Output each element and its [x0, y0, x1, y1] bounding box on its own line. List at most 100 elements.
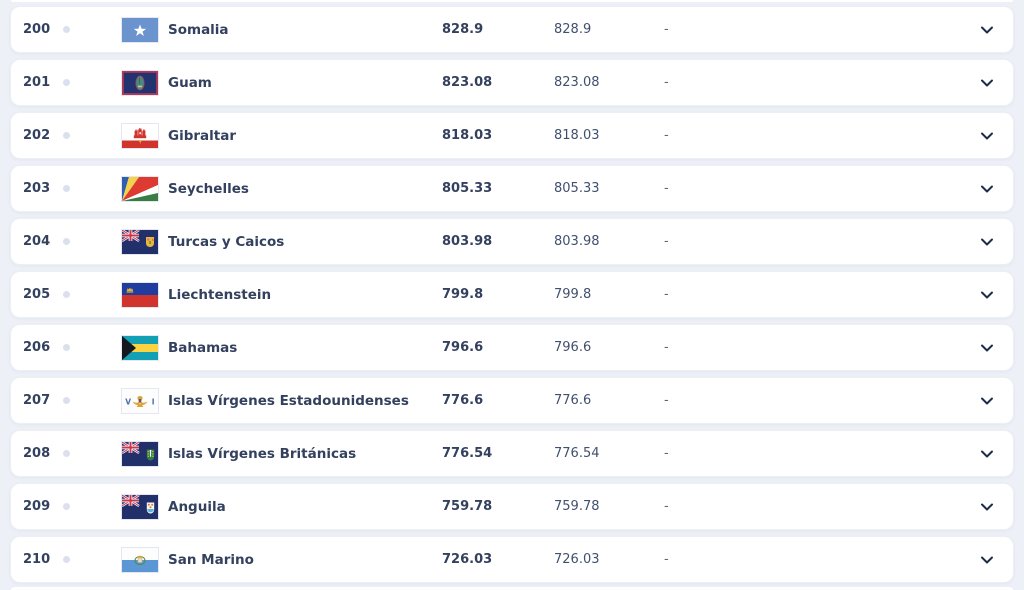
- country-name[interactable]: Islas Vírgenes Británicas: [168, 445, 357, 462]
- rank-change-dot: [63, 397, 70, 404]
- country-flag-icon-bahamas: [121, 334, 159, 361]
- ranking-row[interactable]: 202 Gibraltar 818.03 818.03 -: [10, 112, 1014, 159]
- country-flag-icon-turcas-y-caicos: [121, 228, 159, 255]
- value-primary: 776.6: [442, 393, 484, 408]
- chevron-down-icon[interactable]: [979, 75, 995, 91]
- value-secondary: 796.6: [554, 340, 592, 355]
- chevron-down-icon[interactable]: [979, 499, 995, 515]
- rank-number: 207: [23, 393, 51, 408]
- value-secondary: 803.98: [554, 234, 600, 249]
- country-name[interactable]: Seychelles: [168, 180, 249, 197]
- value-tertiary: -: [664, 552, 669, 567]
- country-flag-icon-guam: [121, 69, 159, 96]
- country-name[interactable]: Gibraltar: [168, 127, 236, 144]
- rank-number: 208: [23, 446, 51, 461]
- chevron-down-icon[interactable]: [979, 552, 995, 568]
- value-secondary: 805.33: [554, 181, 600, 196]
- country-name[interactable]: Anguila: [168, 498, 226, 515]
- country-name[interactable]: Guam: [168, 74, 212, 91]
- country-flag-icon-san-marino: [121, 546, 159, 573]
- value-tertiary: -: [664, 446, 669, 461]
- partial-row-top: [10, 0, 1014, 3]
- ranking-row[interactable]: 207 V I Islas Vírgenes Estadounidenses 77…: [10, 377, 1014, 424]
- ranking-row[interactable]: 208 Islas Vírgenes Británicas 776.54 776…: [10, 430, 1014, 477]
- svg-text:I: I: [152, 397, 155, 406]
- rank-change-dot: [63, 132, 70, 139]
- chevron-down-icon[interactable]: [979, 446, 995, 462]
- rank-change-dot: [63, 185, 70, 192]
- value-primary: 818.03: [442, 128, 493, 143]
- country-flag-icon-liechtenstein: [121, 281, 159, 308]
- rank-number: 200: [23, 22, 51, 37]
- chevron-down-icon[interactable]: [979, 287, 995, 303]
- value-tertiary: -: [664, 499, 669, 514]
- ranking-row[interactable]: 200 Somalia 828.9 828.9 -: [10, 6, 1014, 53]
- rank-number: 201: [23, 75, 51, 90]
- rank-change-dot: [63, 291, 70, 298]
- chevron-down-icon[interactable]: [979, 393, 995, 409]
- ranking-row[interactable]: 210 San Marino 726.03 726.03 -: [10, 536, 1014, 583]
- value-secondary: 828.9: [554, 22, 592, 37]
- partial-row-bottom: [10, 586, 1014, 590]
- value-tertiary: -: [664, 287, 669, 302]
- chevron-down-icon[interactable]: [979, 340, 995, 356]
- rank-change-dot: [63, 26, 70, 33]
- chevron-down-icon[interactable]: [979, 234, 995, 250]
- ranking-row[interactable]: 203 Seychelles 805.33 805.33 -: [10, 165, 1014, 212]
- rank-number: 204: [23, 234, 51, 249]
- rank-change-dot: [63, 344, 70, 351]
- value-tertiary: -: [664, 393, 669, 408]
- value-primary: 803.98: [442, 234, 493, 249]
- chevron-down-icon[interactable]: [979, 128, 995, 144]
- value-tertiary: -: [664, 75, 669, 90]
- value-primary: 828.9: [442, 22, 484, 37]
- country-flag-icon-anguila: [121, 493, 159, 520]
- value-primary: 823.08: [442, 75, 493, 90]
- rank-change-dot: [63, 556, 70, 563]
- country-flag-icon-somalia: [121, 16, 159, 43]
- rank-number: 209: [23, 499, 51, 514]
- rank-change-dot: [63, 450, 70, 457]
- country-name[interactable]: Islas Vírgenes Estadounidenses: [168, 392, 409, 409]
- value-tertiary: -: [664, 22, 669, 37]
- value-tertiary: -: [664, 181, 669, 196]
- value-secondary: 776.54: [554, 446, 600, 461]
- ranking-row[interactable]: 205 Liechtenstein 799.8 799.8 -: [10, 271, 1014, 318]
- ranking-row[interactable]: 201 Guam 823.08 823.08 -: [10, 59, 1014, 106]
- rank-number: 210: [23, 552, 51, 567]
- country-name[interactable]: San Marino: [168, 551, 254, 568]
- country-name[interactable]: Somalia: [168, 21, 229, 38]
- value-secondary: 799.8: [554, 287, 592, 302]
- value-tertiary: -: [664, 234, 669, 249]
- svg-text:V: V: [125, 397, 131, 406]
- country-name[interactable]: Liechtenstein: [168, 286, 272, 303]
- rank-number: 206: [23, 340, 51, 355]
- value-secondary: 776.6: [554, 393, 592, 408]
- value-secondary: 823.08: [554, 75, 600, 90]
- value-secondary: 818.03: [554, 128, 600, 143]
- rank-number: 205: [23, 287, 51, 302]
- country-flag-icon-islas-virgenes-britanicas: [121, 440, 159, 467]
- value-tertiary: -: [664, 128, 669, 143]
- value-secondary: 759.78: [554, 499, 600, 514]
- country-flag-icon-seychelles: [121, 175, 159, 202]
- rank-number: 202: [23, 128, 51, 143]
- value-tertiary: -: [664, 340, 669, 355]
- chevron-down-icon[interactable]: [979, 181, 995, 197]
- country-name[interactable]: Bahamas: [168, 339, 238, 356]
- value-primary: 805.33: [442, 181, 493, 196]
- country-name[interactable]: Turcas y Caicos: [168, 233, 285, 250]
- value-primary: 796.6: [442, 340, 484, 355]
- rank-change-dot: [63, 238, 70, 245]
- value-secondary: 726.03: [554, 552, 600, 567]
- value-primary: 759.78: [442, 499, 493, 514]
- ranking-rows: 200 Somalia 828.9 828.9 - 201 Guam 823.0…: [10, 6, 1014, 583]
- ranking-row[interactable]: 209 Anguila 759.78 759.78 -: [10, 483, 1014, 530]
- chevron-down-icon[interactable]: [979, 22, 995, 38]
- value-primary: 726.03: [442, 552, 493, 567]
- value-primary: 799.8: [442, 287, 484, 302]
- ranking-row[interactable]: 206 Bahamas 796.6 796.6 -: [10, 324, 1014, 371]
- rank-change-dot: [63, 503, 70, 510]
- ranking-row[interactable]: 204 Turcas y Caicos 803.98 803.98 -: [10, 218, 1014, 265]
